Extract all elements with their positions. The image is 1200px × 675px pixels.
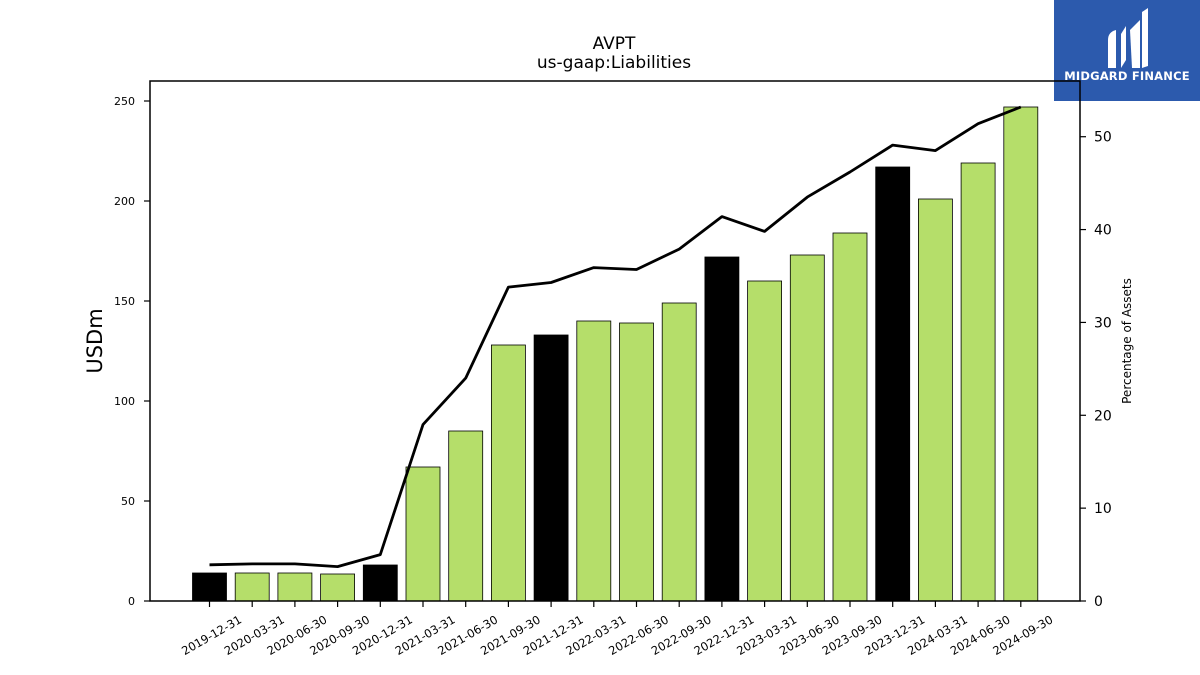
company-logo: MIDGARD FINANCE <box>1054 0 1200 101</box>
bar-2020-12-31 <box>362 564 398 602</box>
bar-2024-06-30 <box>960 162 996 602</box>
bar-2022-03-31 <box>576 320 612 602</box>
y-axis: 0 50 100 150 200 250 <box>114 95 150 608</box>
line-series <box>209 105 1022 568</box>
y-tick-label: 150 <box>114 295 135 308</box>
bar-2023-09-30 <box>832 232 868 602</box>
y-tick-label: 0 <box>128 595 135 608</box>
chart-title: AVPT <box>593 34 636 54</box>
y-axis-label: USDm <box>83 308 107 373</box>
bar-2019-12-31 <box>192 572 227 602</box>
y-tick-label: 50 <box>121 495 135 508</box>
y2-tick-label: 20 <box>1094 408 1112 424</box>
y2-tick-label: 40 <box>1094 223 1112 239</box>
bar-2021-12-31 <box>533 334 569 602</box>
bar-2023-06-30 <box>789 254 825 602</box>
plot-frame <box>149 80 1081 602</box>
chart-subtitle: us-gaap:Liabilities <box>537 53 691 73</box>
y2-tick-label: 0 <box>1094 594 1103 610</box>
y2-tick-label: 30 <box>1094 315 1112 331</box>
y2-axis: 0 10 20 30 40 50 <box>1080 130 1112 610</box>
bar-2022-09-30 <box>661 302 697 602</box>
bar-2020-03-31 <box>234 572 270 602</box>
y2-axis-label: Percentage of Assets <box>1120 278 1134 404</box>
bar-2020-09-30 <box>320 573 356 602</box>
y-tick-label: 250 <box>114 95 135 108</box>
bar-2023-03-31 <box>747 280 782 602</box>
midgard-m-logo-icon <box>1108 8 1148 68</box>
bar-2021-06-30 <box>448 430 484 602</box>
bar-2021-09-30 <box>490 344 526 602</box>
bar-2024-03-31 <box>918 198 953 602</box>
logo-text: MIDGARD FINANCE <box>1064 69 1190 83</box>
bar-2020-06-30 <box>277 572 313 602</box>
bar-2022-06-30 <box>619 322 654 602</box>
y-tick-label: 100 <box>114 395 135 408</box>
bar-2024-09-30 <box>1003 106 1039 602</box>
y-tick-label: 200 <box>114 195 135 208</box>
bar-series <box>192 106 1039 602</box>
x-axis: 2019-12-312020-03-312020-06-302020-09-30… <box>179 601 1055 658</box>
y2-tick-label: 50 <box>1094 130 1112 146</box>
bar-2022-12-31 <box>704 256 740 602</box>
bar-2021-03-31 <box>405 466 441 602</box>
percentage-line <box>209 105 1022 568</box>
bar-2023-12-31 <box>875 166 911 602</box>
y2-tick-label: 10 <box>1094 501 1112 517</box>
